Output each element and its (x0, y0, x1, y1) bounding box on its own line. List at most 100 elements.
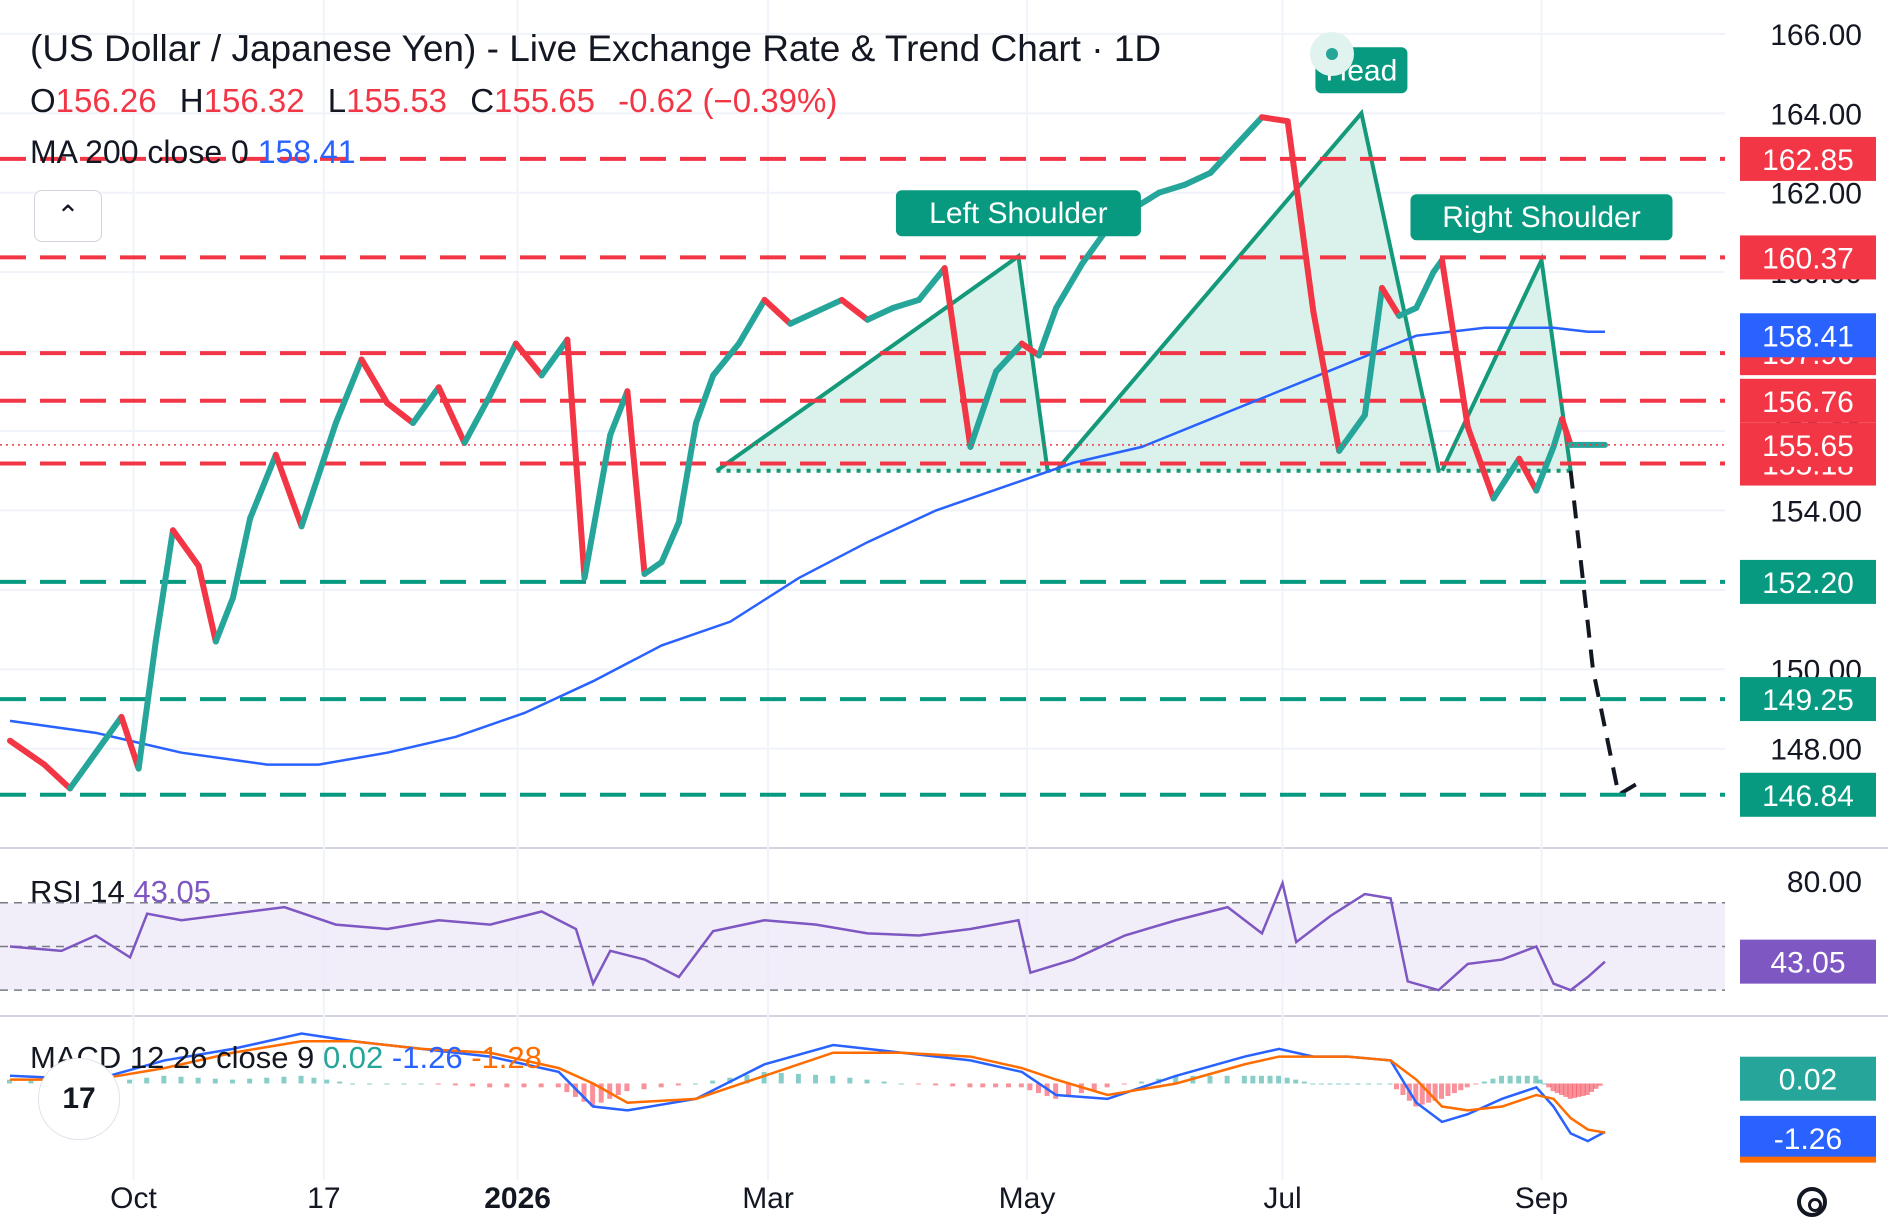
price-segment (212, 594, 236, 645)
macd-histogram-bar (761, 1071, 767, 1084)
macd-histogram-bar (615, 1083, 621, 1095)
price-segment (735, 296, 768, 347)
price-segment (118, 713, 142, 772)
macd-histogram-bar (161, 1075, 167, 1084)
ohlc-readout: O156.26 H156.32 L155.53 C155.65 -0.62 (−… (30, 82, 851, 120)
tradingview-logo-icon[interactable]: 17 (38, 1058, 120, 1140)
macd-histogram-bar (1571, 1083, 1577, 1098)
price-segment (581, 431, 614, 581)
x-axis: Oct 17 2026 Mar May Jul Sep (110, 1182, 1568, 1215)
macd-histogram-bar (504, 1083, 510, 1088)
close-value: 155.65 (494, 82, 595, 119)
macd-histogram-bar (1559, 1083, 1565, 1095)
macd-legend[interactable]: MACD 12 26 close 9 0.02 -1.26 -1.28 (30, 1040, 542, 1076)
y-tick-label: 162.00 (1770, 178, 1862, 211)
price-segment (607, 388, 631, 438)
macd-histogram-bar (1419, 1083, 1425, 1105)
macd-histogram-bar (864, 1079, 870, 1084)
price-tag (1740, 136, 1876, 181)
projection-arrow (1568, 470, 1637, 798)
price-segment (435, 384, 468, 446)
high-label: H (179, 82, 204, 119)
macd-histogram-bar (993, 1083, 999, 1088)
macd-histogram-bar (1336, 1083, 1342, 1085)
macd-histogram-bar (1250, 1075, 1256, 1084)
rsi-legend[interactable]: RSI 14 43.05 (30, 874, 211, 910)
high-value: 156.32 (203, 82, 305, 119)
price-segment (358, 356, 391, 407)
rsi-pane: 80.00 43.05 (0, 866, 1876, 992)
ma-legend[interactable]: MA 200 close 0 158.41 (30, 134, 356, 171)
macd-histogram-bar (229, 1079, 235, 1084)
price-segment (693, 372, 717, 427)
macd-histogram-bar (813, 1074, 819, 1084)
chevron-up-icon[interactable]: ⌃ (34, 190, 102, 242)
open-value: 156.26 (55, 82, 157, 119)
price-segment (1439, 257, 1471, 431)
price-segment (1156, 181, 1188, 196)
macd-histogram-bar (1318, 1083, 1324, 1085)
grid-layer (0, 0, 1888, 1180)
price-segment (332, 356, 365, 427)
macd-histogram-bar (693, 1083, 698, 1085)
macd-histogram-bar (1327, 1083, 1333, 1085)
macd-histogram-bar (1387, 1083, 1393, 1085)
macd-pane: 0.02-1.26 (7, 1032, 1876, 1163)
price-segment (298, 420, 339, 530)
price-tag (1740, 772, 1876, 817)
price-segment (41, 761, 74, 792)
ma-legend-label: MA 200 close 0 (30, 134, 249, 170)
macd-histogram-bar (401, 1083, 407, 1085)
signal-tag (1740, 1156, 1876, 1163)
macd-histogram-bar (324, 1079, 330, 1084)
price-segment (890, 296, 922, 311)
price-tag-label: 149.25 (1762, 684, 1854, 717)
macd-histogram-bar (1490, 1078, 1496, 1084)
price-segment (1464, 424, 1497, 502)
macd-histogram-bar (1267, 1075, 1273, 1084)
y-tick-label: 148.00 (1770, 734, 1862, 767)
price-segment (1310, 308, 1343, 454)
macd-histogram-bar (1053, 1083, 1059, 1099)
macd-histogram-bar (1464, 1083, 1470, 1088)
price-segment (92, 713, 125, 756)
macd-histogram-bar (1413, 1083, 1419, 1107)
macd-histogram-bar (607, 1083, 613, 1099)
macd-histogram-bar (1533, 1075, 1539, 1084)
macd-histogram-bar (581, 1083, 587, 1102)
macd-histogram-bar (384, 1083, 390, 1085)
price-segment (1490, 455, 1523, 502)
price-segment (229, 515, 254, 601)
macd-histogram-bar (247, 1078, 253, 1084)
price-segment (1018, 340, 1042, 359)
price-segment (1413, 269, 1437, 311)
macd-histogram-bar (1104, 1083, 1110, 1088)
pattern-label-box (895, 190, 1141, 237)
rsi-tick-label: 80.00 (1787, 866, 1862, 899)
settings-icon[interactable] (1797, 1187, 1827, 1217)
price-segment (564, 336, 588, 581)
macd-histogram-bar (281, 1076, 287, 1084)
price-tag (1740, 677, 1876, 722)
macd-histogram-bar (1507, 1075, 1513, 1084)
price-segment (658, 519, 682, 566)
macd-histogram-bar (1207, 1075, 1213, 1084)
x-tick-label: Sep (1515, 1182, 1568, 1215)
macd-histogram-bar (1481, 1081, 1487, 1084)
macd-histogram-bar (1541, 1083, 1547, 1085)
low-label: L (327, 82, 347, 119)
price-segment (941, 265, 974, 450)
macd-histogram-bar (1499, 1075, 1505, 1084)
rsi-tag-label: 43.05 (1770, 947, 1845, 980)
price-segment (761, 296, 794, 327)
macd-histogram-bar (1005, 1083, 1011, 1088)
price-tag (1740, 422, 1876, 467)
price-segment (710, 340, 742, 379)
price-segment (512, 340, 545, 379)
macd-histogram-bar (1284, 1077, 1290, 1084)
rsi-legend-label: RSI 14 (30, 874, 125, 909)
rsi-line (9, 879, 1606, 992)
price-segment (384, 400, 417, 427)
macd-histogram-bar (350, 1083, 355, 1085)
